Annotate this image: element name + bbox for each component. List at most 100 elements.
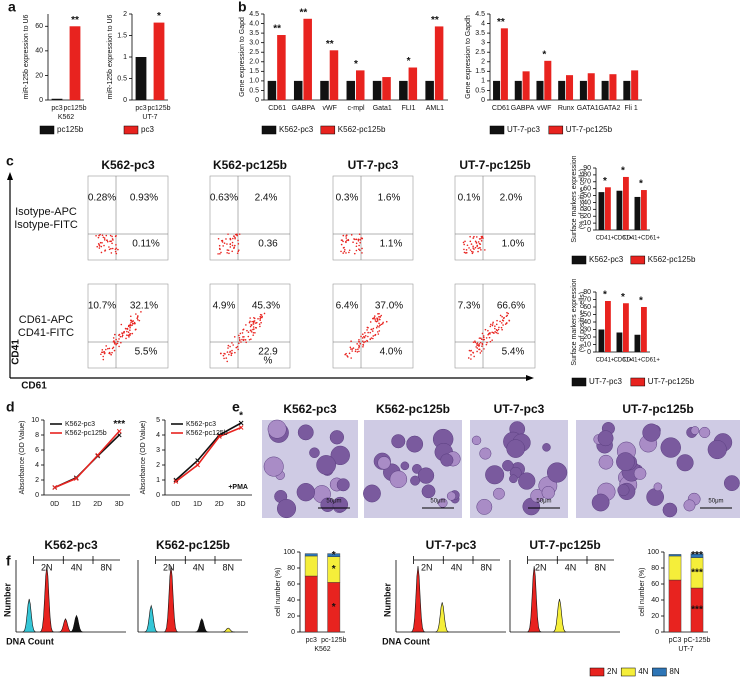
event-dot bbox=[477, 344, 480, 346]
event-dot bbox=[474, 240, 477, 243]
legend-swatch bbox=[571, 377, 587, 387]
x-tick-label: Gata1 bbox=[373, 105, 392, 112]
event-dot bbox=[351, 348, 353, 350]
event-dot bbox=[259, 319, 261, 321]
event-dot bbox=[492, 323, 494, 325]
event-dot bbox=[377, 333, 380, 335]
legend-label: K562-pc3 bbox=[589, 255, 624, 264]
event-dot bbox=[378, 326, 380, 328]
y-tick-label: 6 bbox=[35, 447, 39, 454]
y-tick-label: 0.5 bbox=[117, 75, 127, 82]
y-tick-label: 1.5 bbox=[475, 68, 485, 75]
event-dot bbox=[102, 358, 105, 361]
event-dot bbox=[477, 250, 479, 253]
y-tick-label: 80 bbox=[583, 289, 591, 296]
event-dot bbox=[465, 249, 468, 251]
point-marker bbox=[73, 476, 79, 481]
quadrant-percent: 2.0% bbox=[500, 193, 523, 204]
point-marker bbox=[116, 428, 122, 434]
legend-swatch bbox=[123, 125, 139, 135]
event-dot bbox=[491, 339, 493, 341]
legend-label: UT-7-pc125b bbox=[566, 125, 613, 134]
event-dot bbox=[497, 328, 500, 331]
event-dot bbox=[502, 324, 504, 326]
event-dot bbox=[105, 239, 108, 242]
x-axis-title: DNA Count bbox=[6, 636, 54, 646]
event-dot bbox=[484, 328, 487, 331]
event-dot bbox=[248, 321, 251, 324]
event-dot bbox=[489, 340, 492, 343]
event-dot bbox=[476, 347, 479, 349]
event-dot bbox=[352, 241, 354, 244]
event-dot bbox=[372, 335, 375, 337]
line bbox=[175, 426, 242, 483]
x-tick-label: AML1 bbox=[426, 105, 444, 112]
group-label: K562 bbox=[314, 646, 330, 653]
event-dot bbox=[252, 321, 255, 324]
significance: * bbox=[407, 56, 411, 67]
event-dot bbox=[229, 238, 232, 241]
event-dot bbox=[258, 323, 261, 326]
event-dot bbox=[230, 354, 233, 357]
event-dot bbox=[470, 358, 472, 360]
event-dot bbox=[235, 346, 238, 349]
event-dot bbox=[493, 327, 496, 330]
event-dot bbox=[345, 237, 348, 239]
event-dot bbox=[358, 350, 360, 353]
event-dot bbox=[489, 332, 491, 334]
y-tick-label: 30 bbox=[583, 206, 591, 213]
event-dot bbox=[480, 338, 483, 341]
histogram-peak bbox=[164, 565, 179, 633]
event-dot bbox=[366, 329, 368, 331]
cell bbox=[391, 434, 406, 449]
event-dot bbox=[358, 341, 360, 343]
event-dot bbox=[254, 322, 257, 324]
event-dot bbox=[359, 241, 361, 244]
ploidy-label: 4N bbox=[71, 562, 83, 572]
event-dot bbox=[100, 245, 103, 248]
event-dot bbox=[128, 324, 131, 327]
point-marker bbox=[238, 425, 244, 430]
x-tick-label: 0D bbox=[50, 501, 59, 508]
histogram-peak bbox=[194, 618, 209, 633]
quadrant-percent: 7.3% bbox=[458, 301, 481, 312]
cell bbox=[506, 439, 525, 458]
cell bbox=[660, 437, 681, 458]
event-dot bbox=[117, 248, 119, 251]
event-dot bbox=[485, 337, 488, 339]
panel-label: f bbox=[6, 553, 11, 569]
event-dot bbox=[252, 328, 254, 331]
y-tick-label: 10 bbox=[583, 341, 591, 348]
micrograph-title: UT-7-pc125b bbox=[622, 402, 693, 416]
event-dot bbox=[479, 341, 482, 344]
event-dot bbox=[475, 346, 477, 348]
y-tick-label: 5 bbox=[156, 417, 160, 424]
point-marker bbox=[238, 420, 244, 426]
event-dot bbox=[101, 234, 104, 237]
cell bbox=[437, 498, 448, 508]
event-dot bbox=[109, 240, 111, 243]
event-dot bbox=[467, 357, 470, 359]
event-dot bbox=[490, 323, 492, 326]
event-dot bbox=[121, 332, 123, 334]
histogram-peak bbox=[411, 565, 426, 633]
bar bbox=[566, 75, 574, 100]
scale-label: 50μm bbox=[708, 499, 723, 505]
bar bbox=[641, 307, 647, 352]
y-axis-title: CD41 bbox=[11, 339, 22, 365]
event-dot bbox=[369, 321, 372, 323]
event-dot bbox=[352, 347, 355, 349]
event-dot bbox=[370, 328, 373, 331]
event-dot bbox=[472, 341, 475, 343]
row-label: Isotype-APC bbox=[15, 206, 77, 218]
event-dot bbox=[129, 323, 132, 325]
y-tick-label: 70 bbox=[583, 296, 591, 303]
event-dot bbox=[243, 338, 245, 341]
event-dot bbox=[349, 346, 352, 349]
x-tick-label: 1D bbox=[72, 501, 81, 508]
event-dot bbox=[229, 243, 232, 246]
y-tick-label: 0 bbox=[35, 492, 39, 499]
bar bbox=[587, 73, 595, 100]
event-dot bbox=[102, 355, 104, 358]
legend-label: K562-pc3 bbox=[65, 421, 95, 428]
